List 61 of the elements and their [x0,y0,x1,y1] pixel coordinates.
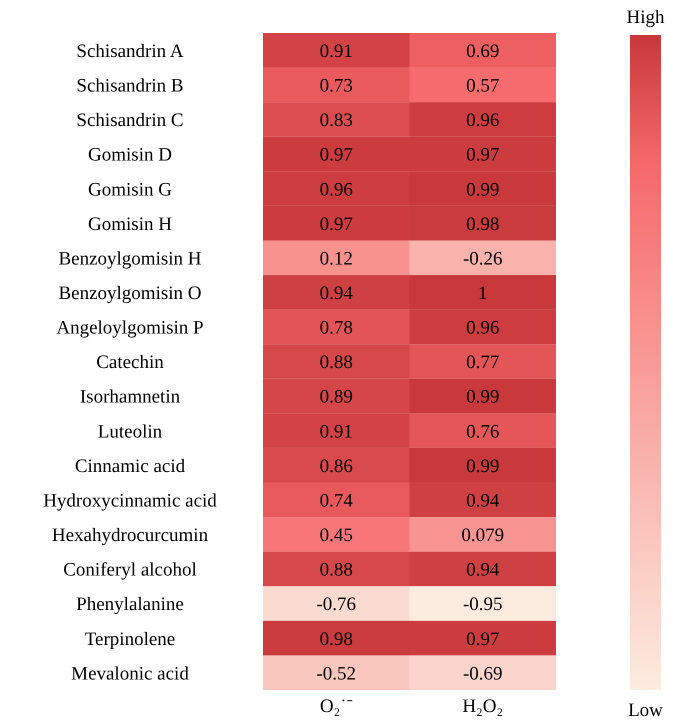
y-tick-label: Gomisin H [88,214,172,235]
y-tick-label: Hexahydrocurcumin [52,525,209,546]
text: Low [628,700,664,721]
y-tick-label: Gomisin G [88,179,172,200]
data-label: 0.88 [320,560,353,581]
data-label: -0.26 [462,248,503,270]
data-label: 0.96 [466,318,500,339]
data-label: 0.97 [320,144,353,166]
y-tick-label: Terpinolene [84,628,176,650]
data-label: 0.94 [320,282,354,304]
data-label: 0.78 [320,318,353,339]
y-tick-label: Isorhamnetin [80,386,181,408]
data-label: 0.83 [320,110,353,132]
y-tick-label: Benzoylgomisin H [58,248,202,270]
data-label: -0.95 [462,594,503,616]
x-tick-label: H₂O₂ [462,696,504,717]
data-label: 0.86 [320,456,353,477]
x-tick-label: O₂˙⁻ [320,696,353,717]
y-tick-label: Schisandrin B [76,76,184,97]
data-label: 0.97 [466,144,500,166]
data-label: 0.079 [461,525,504,546]
data-label: 0.96 [320,179,353,200]
data-label: 0.74 [320,490,354,512]
data-label: 0.94 [466,560,500,581]
data-label: 1 [478,282,488,304]
y-tick-label: Benzoylgomisin O [58,282,202,304]
data-label: -0.69 [462,663,503,684]
data-label: 0.89 [320,386,353,408]
data-label: 0.76 [466,421,500,442]
data-label: 0.91 [320,421,353,442]
y-tick-label: Phenylalanine [76,594,184,616]
data-label: -0.52 [316,663,356,684]
y-tick-label: Mevalonic acid [71,663,190,684]
data-label: 0.98 [320,628,353,650]
text: High [626,7,665,28]
data-label: 0.97 [320,214,353,235]
y-tick-label: Angeloylgomisin P [56,318,204,339]
y-tick-label: Hydroxycinnamic acid [43,490,218,512]
data-label: 0.12 [320,248,353,270]
y-tick-label: Gomisin D [88,144,172,166]
data-label: 0.45 [320,525,353,546]
data-label: 0.57 [466,76,500,97]
y-tick-label: Coniferyl alcohol [63,560,197,581]
data-label: 0.99 [466,456,500,477]
y-tick-label: Catechin [96,352,164,374]
data-label: 0.94 [466,490,500,512]
data-label: 0.97 [466,628,500,650]
y-tick-label: Cinnamic acid [74,456,186,477]
data-label: 0.98 [466,214,500,235]
data-label: 0.88 [320,352,353,374]
y-tick-label: Schisandrin A [76,40,184,62]
data-label: 0.99 [466,386,500,408]
data-label: 0.73 [320,76,353,97]
data-label: 0.69 [466,40,500,62]
data-label: -0.76 [316,594,356,616]
data-label: 0.77 [466,352,500,374]
y-tick-label: Luteolin [98,421,163,442]
data-label: 0.99 [466,179,500,200]
data-label: 0.96 [466,110,500,132]
y-tick-label: Schisandrin C [76,110,184,132]
data-label: 0.91 [320,40,353,62]
